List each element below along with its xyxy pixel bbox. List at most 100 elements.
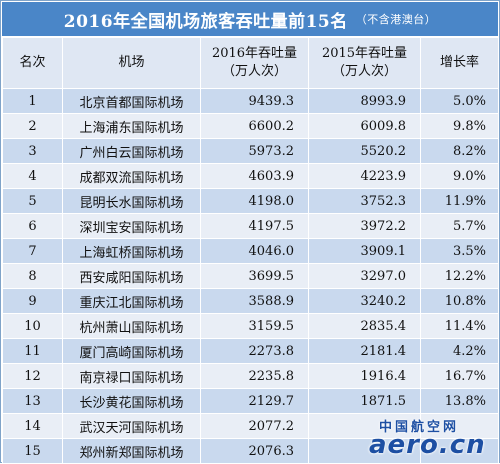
table-row: 11 厦门高崎国际机场 2273.8 2181.4 4.2% xyxy=(2,338,499,364)
passengers-2016-cell: 5973.2 xyxy=(200,138,309,164)
rank-cell: 9 xyxy=(2,288,63,314)
passengers-2015-cell: 1916.4 xyxy=(308,363,421,389)
airport-cell: 深圳宝安国际机场 xyxy=(62,213,201,239)
rank-cell: 3 xyxy=(2,138,63,164)
table-row: 14 武汉天河国际机场 2077.2 xyxy=(2,413,499,439)
passengers-2016-cell: 3159.5 xyxy=(200,313,309,339)
passengers-2015-cell: 5520.2 xyxy=(308,138,421,164)
passengers-2015-cell: 3909.1 xyxy=(308,238,421,264)
airport-cell: 北京首都国际机场 xyxy=(62,88,201,114)
airport-cell: 上海虹桥国际机场 xyxy=(62,238,201,264)
airport-cell: 南京禄口国际机场 xyxy=(62,363,201,389)
growth-rate-cell: 9.8% xyxy=(420,113,499,139)
rank-cell: 1 xyxy=(2,88,63,114)
header-airport: 机场 xyxy=(62,37,201,89)
rank-cell: 11 xyxy=(2,338,63,364)
passengers-2016-cell: 3588.9 xyxy=(200,288,309,314)
header-2015: 2015年吞吐量 （万人次） xyxy=(308,37,421,89)
airport-cell: 成都双流国际机场 xyxy=(62,163,201,189)
growth-rate-cell: 11.4% xyxy=(420,313,499,339)
passengers-2015-cell: 4223.9 xyxy=(308,163,421,189)
table-title: 2016年全国机场旅客吞吐量前15名 （不含港澳台） xyxy=(2,2,498,36)
title-main: 2016年全国机场旅客吞吐量前15名 xyxy=(63,11,348,32)
growth-rate-cell: 8.2% xyxy=(420,138,499,164)
rank-cell: 12 xyxy=(2,363,63,389)
header-2015-line1: 2015年吞吐量 xyxy=(321,46,408,61)
growth-rate-cell: 10.8% xyxy=(420,288,499,314)
table-row: 12 南京禄口国际机场 2235.8 1916.4 16.7% xyxy=(2,363,499,389)
growth-rate-cell: 13.8% xyxy=(420,388,499,414)
table-row: 13 长沙黄花国际机场 2129.7 1871.5 13.8% xyxy=(2,388,499,414)
table-row: 6 深圳宝安国际机场 4197.5 3972.2 5.7% xyxy=(2,213,499,239)
table-row: 9 重庆江北国际机场 3588.9 3240.2 10.8% xyxy=(2,288,499,314)
header-2016: 2016年吞吐量 （万人次） xyxy=(200,37,309,89)
table-row: 8 西安咸阳国际机场 3699.5 3297.0 12.2% xyxy=(2,263,499,289)
growth-rate-cell: 9.0% xyxy=(420,163,499,189)
table-row: 4 成都双流国际机场 4603.9 4223.9 9.0% xyxy=(2,163,499,189)
table-row: 1 北京首都国际机场 9439.3 8993.9 5.0% xyxy=(2,88,499,114)
table-row: 15 郑州新郑国际机场 2076.3 xyxy=(2,438,499,464)
passengers-2015-cell: 1871.5 xyxy=(308,388,421,414)
rank-cell: 5 xyxy=(2,188,63,214)
passengers-2015-cell: 2835.4 xyxy=(308,313,421,339)
passengers-2016-cell: 9439.3 xyxy=(200,88,309,114)
growth-rate-cell xyxy=(420,413,499,439)
passengers-2016-cell: 2077.2 xyxy=(200,413,309,439)
passengers-2015-cell xyxy=(308,413,421,439)
airport-cell: 重庆江北国际机场 xyxy=(62,288,201,314)
passengers-2016-cell: 2076.3 xyxy=(200,438,309,464)
aero-watermark: 中国航空网 aero.cn xyxy=(367,416,497,460)
passengers-2016-cell: 3699.5 xyxy=(200,263,309,289)
rank-cell: 15 xyxy=(2,438,63,464)
header-2016-line2: （万人次） xyxy=(221,64,287,79)
growth-rate-cell: 11.9% xyxy=(420,188,499,214)
growth-rate-cell: 5.0% xyxy=(420,88,499,114)
airport-cell: 上海浦东国际机场 xyxy=(62,113,201,139)
ranking-table: 名次 机场 2016年吞吐量 （万人次） 2015年吞吐量 （万人次） 增长率 … xyxy=(2,37,499,464)
table-row: 7 上海虹桥国际机场 4046.0 3909.1 3.5% xyxy=(2,238,499,264)
growth-rate-cell: 16.7% xyxy=(420,363,499,389)
rank-cell: 4 xyxy=(2,163,63,189)
airport-cell: 昆明长水国际机场 xyxy=(62,188,201,214)
airport-cell: 郑州新郑国际机场 xyxy=(62,438,201,464)
rank-cell: 8 xyxy=(2,263,63,289)
passengers-2015-cell: 6009.8 xyxy=(308,113,421,139)
table-row: 2 上海浦东国际机场 6600.2 6009.8 9.8% xyxy=(2,113,499,139)
table-row: 10 杭州萧山国际机场 3159.5 2835.4 11.4% xyxy=(2,313,499,339)
table-row: 5 昆明长水国际机场 4198.0 3752.3 11.9% xyxy=(2,188,499,214)
airport-cell: 厦门高崎国际机场 xyxy=(62,338,201,364)
rank-cell: 13 xyxy=(2,388,63,414)
rank-cell: 6 xyxy=(2,213,63,239)
passengers-2016-cell: 2273.8 xyxy=(200,338,309,364)
table-row: 3 广州白云国际机场 5973.2 5520.2 8.2% xyxy=(2,138,499,164)
header-2016-line1: 2016年吞吐量 xyxy=(211,46,298,61)
airport-cell: 武汉天河国际机场 xyxy=(62,413,201,439)
growth-rate-cell xyxy=(420,438,499,464)
growth-rate-cell: 12.2% xyxy=(420,263,499,289)
rank-cell: 14 xyxy=(2,413,63,439)
growth-rate-cell: 4.2% xyxy=(420,338,499,364)
watermark-en-text: aero.cn xyxy=(369,430,486,460)
passengers-2015-cell: 2181.4 xyxy=(308,338,421,364)
passengers-2016-cell: 4603.9 xyxy=(200,163,309,189)
growth-rate-cell: 3.5% xyxy=(420,238,499,264)
rank-cell: 2 xyxy=(2,113,63,139)
airport-cell: 广州白云国际机场 xyxy=(62,138,201,164)
airport-cell: 杭州萧山国际机场 xyxy=(62,313,201,339)
watermark-cn-text: 中国航空网 xyxy=(379,420,460,435)
airport-cell: 长沙黄花国际机场 xyxy=(62,388,201,414)
passengers-2016-cell: 4046.0 xyxy=(200,238,309,264)
passengers-2015-cell: 3972.2 xyxy=(308,213,421,239)
passengers-2016-cell: 4198.0 xyxy=(200,188,309,214)
rank-cell: 10 xyxy=(2,313,63,339)
passengers-2016-cell: 2129.7 xyxy=(200,388,309,414)
header-rank: 名次 xyxy=(2,37,63,89)
passengers-2015-cell: 3297.0 xyxy=(308,263,421,289)
rank-cell: 7 xyxy=(2,238,63,264)
passengers-2015-cell: 3240.2 xyxy=(308,288,421,314)
airport-cell: 西安咸阳国际机场 xyxy=(62,263,201,289)
header-growth: 增长率 xyxy=(420,37,499,89)
header-2015-line2: （万人次） xyxy=(331,64,397,79)
passengers-2015-cell: 8993.9 xyxy=(308,88,421,114)
